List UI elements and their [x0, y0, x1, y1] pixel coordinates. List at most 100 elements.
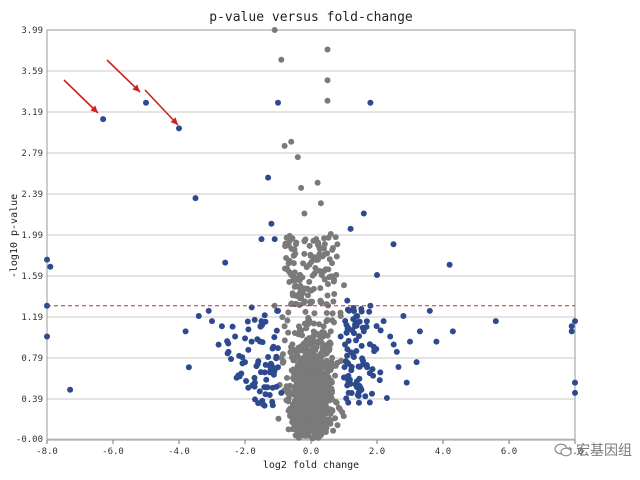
data-point [273, 327, 280, 334]
data-point [366, 399, 373, 406]
data-point [344, 352, 351, 359]
data-point [332, 372, 339, 379]
data-point [222, 259, 229, 266]
data-point [308, 370, 315, 377]
data-point [298, 390, 305, 397]
data-point [320, 323, 327, 330]
data-point [248, 338, 255, 345]
data-point [258, 236, 265, 243]
data-point [279, 359, 286, 366]
data-point [356, 333, 363, 340]
data-point [285, 329, 292, 336]
data-point [358, 308, 365, 315]
x-tick-label: 2.0 [369, 447, 385, 457]
data-point [261, 312, 268, 319]
data-point [316, 267, 323, 274]
data-point [317, 299, 324, 306]
data-point [329, 260, 336, 267]
x-axis-label: log2 fold change [263, 460, 359, 471]
data-point [67, 386, 74, 393]
data-point [315, 241, 322, 248]
data-point [352, 323, 359, 330]
data-point [182, 328, 189, 335]
data-point [185, 364, 192, 371]
data-point [376, 377, 383, 384]
data-point [317, 373, 324, 380]
data-point [568, 323, 575, 330]
data-point [327, 395, 334, 402]
data-point [572, 318, 578, 325]
data-point [342, 358, 349, 365]
data-point [324, 281, 331, 288]
data-point [368, 390, 375, 397]
data-point [305, 380, 312, 387]
data-point [263, 376, 270, 383]
data-point [302, 236, 309, 243]
data-point [275, 99, 281, 106]
watermark: 宏基因组 [554, 440, 632, 460]
data-point [308, 405, 315, 412]
data-point [269, 384, 276, 391]
data-point [325, 364, 332, 371]
data-point [358, 342, 365, 349]
data-point [320, 394, 327, 401]
data-point [324, 317, 331, 324]
data-point [568, 328, 575, 335]
data-point [244, 318, 251, 325]
data-point [325, 266, 332, 273]
x-tick-label: 0.0 [303, 447, 319, 457]
data-point [176, 125, 182, 132]
data-point [296, 369, 303, 376]
data-point [281, 323, 288, 330]
data-point [291, 411, 298, 418]
data-point [284, 374, 291, 381]
data-point [288, 138, 295, 145]
data-point [257, 323, 264, 330]
data-point [301, 298, 308, 305]
data-point [299, 397, 306, 404]
data-point [248, 304, 255, 311]
data-point [251, 374, 258, 381]
y-tick-label: 3.19 [21, 108, 43, 118]
data-point [209, 318, 215, 325]
data-point [353, 347, 360, 354]
data-point [232, 333, 239, 340]
data-point [316, 355, 323, 362]
data-point [262, 391, 269, 398]
data-point [344, 375, 351, 382]
data-point [143, 99, 149, 106]
data-point [290, 260, 297, 267]
data-point [433, 338, 440, 345]
data-point [390, 341, 397, 348]
data-point [321, 386, 328, 393]
data-point [308, 375, 315, 382]
data-point [330, 298, 337, 305]
data-point [350, 330, 357, 337]
data-point [259, 339, 266, 346]
data-point [269, 368, 276, 375]
y-tick-label: 3.59 [21, 67, 43, 77]
data-point [306, 394, 313, 401]
data-point [314, 179, 321, 186]
wechat-icon [554, 443, 572, 457]
data-point [316, 321, 323, 328]
data-point [295, 323, 302, 330]
data-point [271, 27, 278, 33]
data-point [305, 314, 312, 321]
data-point [324, 292, 331, 299]
data-point [253, 363, 260, 370]
data-point [332, 234, 339, 241]
data-point [288, 271, 295, 278]
data-point [316, 390, 323, 397]
data-point [350, 353, 357, 360]
non-significant-points [271, 27, 347, 442]
data-point [242, 335, 249, 342]
data-point [309, 298, 316, 305]
data-point [317, 200, 324, 207]
data-point [342, 318, 349, 325]
data-point [323, 309, 330, 316]
data-point [289, 290, 296, 297]
data-point [345, 337, 352, 344]
data-point [332, 398, 339, 405]
